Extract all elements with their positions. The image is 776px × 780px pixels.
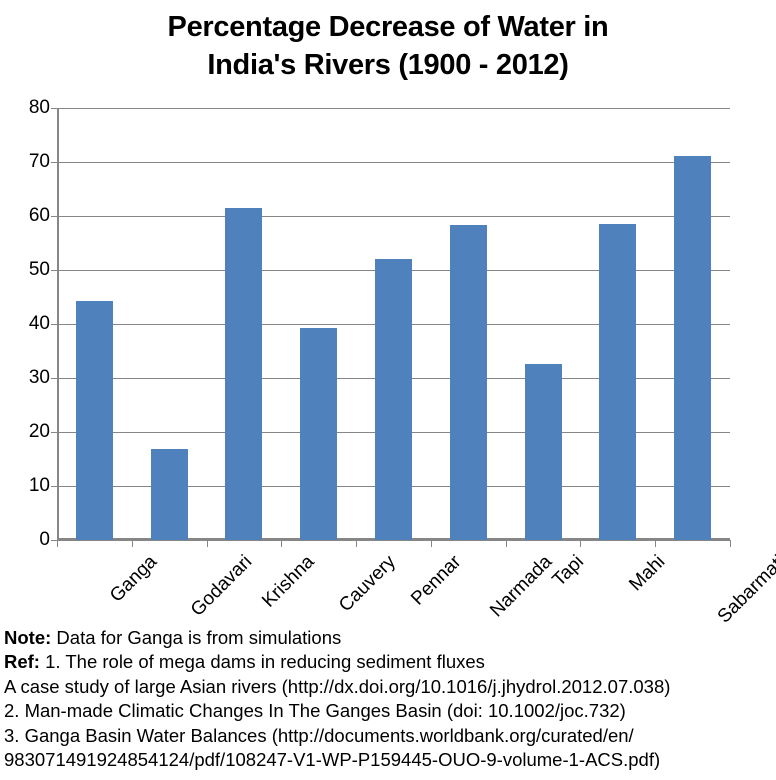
x-axis-tick-label: Godavari xyxy=(187,551,257,621)
gridline xyxy=(57,162,730,163)
x-axis-tick xyxy=(131,540,133,547)
bar xyxy=(449,225,487,540)
bar xyxy=(674,155,712,540)
footer-label: Note: xyxy=(4,627,52,648)
footer-line: 2. Man-made Climatic Changes In The Gang… xyxy=(4,700,626,722)
y-axis-tick xyxy=(51,216,57,217)
x-axis-tick-label: Sabarmati xyxy=(713,551,776,628)
x-axis-tick-label: Tapi xyxy=(548,551,589,591)
y-axis-tick xyxy=(51,378,57,379)
y-axis-tick-label: 50 xyxy=(28,259,50,280)
y-axis-tick xyxy=(51,540,57,541)
x-axis-tick xyxy=(281,540,283,547)
y-axis-tick-label: 20 xyxy=(28,421,50,442)
x-axis-tick xyxy=(356,540,358,547)
x-axis-tick xyxy=(505,540,507,547)
x-axis-tick-label: Mahi xyxy=(625,551,670,596)
bar xyxy=(374,259,412,540)
footer-line: 3. Ganga Basin Water Balances (http://do… xyxy=(4,724,634,746)
x-axis-tick-label: Cauvery xyxy=(334,551,400,617)
x-axis-tick-label: Pennar xyxy=(406,551,465,610)
y-axis-labels: 0 10 20 30 40 50 60 70 80 xyxy=(0,98,50,549)
gridline xyxy=(57,216,730,217)
bar xyxy=(300,327,338,540)
x-axis-tick xyxy=(580,540,582,547)
y-axis-tick xyxy=(51,324,57,325)
bar xyxy=(75,300,113,540)
x-axis-ticks xyxy=(57,540,731,548)
x-axis-tick xyxy=(730,540,731,547)
y-axis-tick xyxy=(51,162,57,163)
footer-line: 983071491924854124/pdf/108247-V1-WP-P159… xyxy=(4,749,661,771)
y-axis-tick xyxy=(51,108,57,109)
footer-line: Ref: 1. The role of mega dams in reducin… xyxy=(4,651,485,673)
y-axis-tick-label: 60 xyxy=(28,205,50,226)
y-axis-tick xyxy=(51,432,57,433)
x-axis-tick xyxy=(430,540,432,547)
page-title: Percentage Decrease of Water in India's … xyxy=(0,0,776,84)
bar xyxy=(524,363,562,540)
x-axis-labels: Ganga Godavari Krishna Cauvery Pennar Narmada… xyxy=(0,546,776,628)
bar-chart: 0 10 20 30 40 50 60 70 80 Ganga Godavari Krishna Ca… xyxy=(0,96,776,628)
x-axis-tick xyxy=(655,540,657,547)
y-axis-tick-label: 70 xyxy=(28,151,50,172)
x-axis-tick-label: Krishna xyxy=(258,551,319,612)
footer-line: A case study of large Asian rivers (http… xyxy=(4,675,671,697)
title-line-2: India's Rivers (1900 - 2012) xyxy=(207,49,569,81)
x-axis-tick-label: Ganga xyxy=(106,551,162,607)
y-axis-tick-label: 30 xyxy=(28,367,50,388)
y-axis-tick-label: 10 xyxy=(28,475,50,496)
gridline xyxy=(57,108,730,109)
bar xyxy=(225,207,263,540)
y-axis-tick xyxy=(51,270,57,271)
y-axis-tick-label: 0 xyxy=(39,529,50,550)
y-axis-tick xyxy=(51,486,57,487)
bar xyxy=(599,224,637,540)
y-axis-tick-label: 80 xyxy=(28,97,50,118)
footer-line: Note: Data for Ganga is from simulations xyxy=(4,627,342,648)
x-axis-tick-label: Narmada xyxy=(486,551,557,622)
bar xyxy=(150,448,188,540)
x-axis-tick xyxy=(206,540,208,547)
footer-label: Ref: xyxy=(4,651,40,673)
y-axis-tick-label: 40 xyxy=(28,313,50,334)
bar-series xyxy=(57,108,730,540)
gridline xyxy=(57,540,730,541)
title-line-1: Percentage Decrease of Water in xyxy=(167,11,609,43)
footer-notes: Note: Data for Ganga is from simulations… xyxy=(4,626,776,772)
x-axis-tick xyxy=(57,540,58,547)
